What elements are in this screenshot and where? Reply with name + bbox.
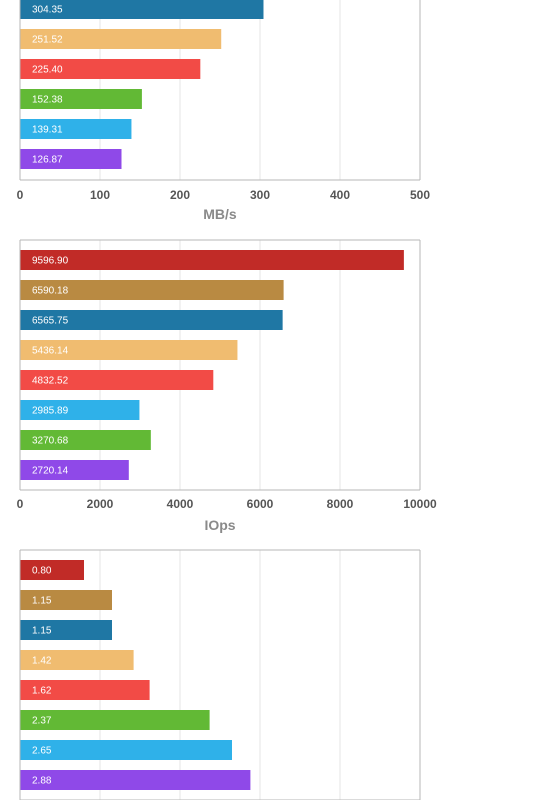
bar — [20, 119, 132, 139]
bar-value-label: 3270.68 — [32, 436, 69, 447]
x-tick-label: 2000 — [87, 497, 114, 511]
bar — [20, 250, 404, 270]
bar — [20, 770, 251, 790]
x-tick-label: 400 — [330, 188, 350, 202]
chart-2: 9596.90 6590.18 6565.75 5436.14 4832.52 2985.… — [17, 239, 437, 533]
bar-value-label: 0.80 — [32, 566, 52, 577]
bar — [20, 149, 122, 169]
x-tick-label: 300 — [250, 188, 270, 202]
bar-value-label: 126.87 — [32, 155, 63, 166]
x-tick-label: 0 — [17, 188, 24, 202]
bar-value-label: 2720.14 — [32, 466, 69, 477]
bar-value-label: 6565.75 — [32, 316, 69, 327]
x-tick-label: 4000 — [167, 497, 194, 511]
bar-value-label: 1.42 — [32, 656, 52, 667]
bar-value-label: 9596.90 — [32, 256, 69, 267]
bar-value-label: 304.35 — [32, 5, 63, 16]
x-tick-label: 0 — [17, 497, 24, 511]
bar — [20, 370, 214, 390]
bar-value-label: 4832.52 — [32, 376, 69, 387]
bar — [20, 280, 284, 300]
bar-value-label: 2.88 — [32, 776, 52, 787]
bar-value-label: 1.62 — [32, 686, 52, 697]
bar — [20, 0, 264, 19]
bar-value-label: 152.38 — [32, 95, 63, 106]
x-tick-label: 10000 — [403, 497, 437, 511]
x-tick-label: 500 — [410, 188, 430, 202]
bar — [20, 560, 84, 580]
x-tick-label: 100 — [90, 188, 110, 202]
bar-value-label: 1.15 — [32, 626, 52, 637]
x-axis-title: MB/s — [203, 206, 237, 222]
bar-value-label: 139.31 — [32, 125, 63, 136]
bar — [20, 710, 210, 730]
bar — [20, 460, 129, 480]
bar — [20, 430, 151, 450]
bar — [20, 310, 283, 330]
bar — [20, 29, 222, 49]
chart-1: 304.35 251.52 225.40 152.38 139.31 126.87 0 100… — [17, 0, 430, 222]
bar — [20, 740, 232, 760]
bar-value-label: 2.65 — [32, 746, 52, 757]
chart-3: 0.80 1.15 1.15 1.42 1.62 2.37 2.65 2.88 — [19, 549, 421, 800]
plot-frame — [19, 549, 421, 800]
x-tick-label: 200 — [170, 188, 190, 202]
bar-value-label: 2985.89 — [32, 406, 69, 417]
bar — [20, 650, 134, 670]
bar-value-label: 1.15 — [32, 596, 52, 607]
bar-value-label: 6590.18 — [32, 286, 69, 297]
bar-value-label: 251.52 — [32, 35, 63, 46]
bar — [20, 59, 201, 79]
bar-value-label: 5436.14 — [32, 346, 69, 357]
bar-value-label: 225.40 — [32, 65, 63, 76]
bar — [20, 340, 238, 360]
bar — [20, 89, 142, 109]
plot-frame — [19, 0, 421, 181]
plot-frame — [19, 239, 421, 491]
x-tick-label: 8000 — [327, 497, 354, 511]
bar — [20, 590, 112, 610]
bar — [20, 680, 150, 700]
bar-value-label: 2.37 — [32, 716, 52, 727]
x-axis-title: IOps — [204, 517, 235, 533]
bar — [20, 400, 140, 420]
bar — [20, 620, 112, 640]
x-tick-label: 6000 — [247, 497, 274, 511]
